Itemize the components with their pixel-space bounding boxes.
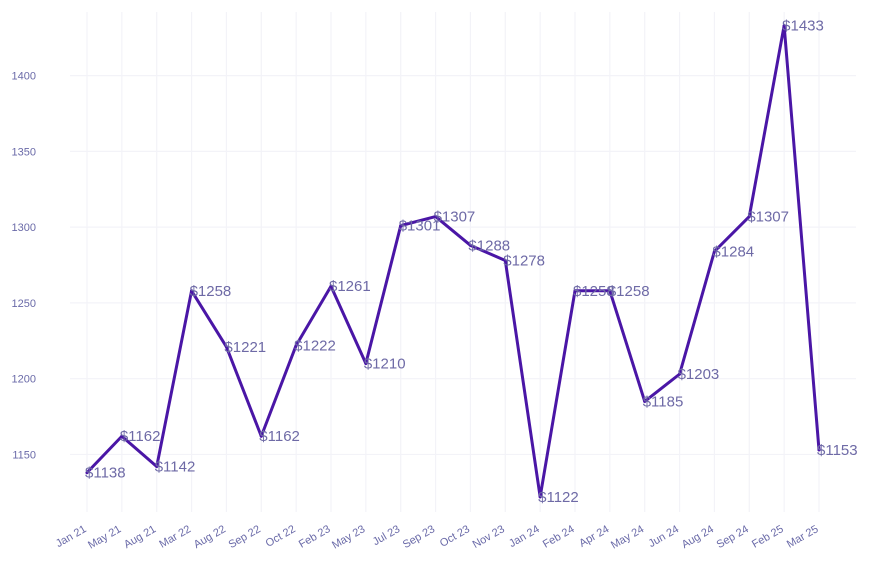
data-point — [573, 289, 577, 293]
data-point — [817, 448, 821, 452]
x-tick-label: Sep 22 — [227, 523, 263, 551]
data-label: $1162 — [120, 428, 161, 445]
data-label: $1288 — [468, 237, 510, 254]
y-axis-ticks: 1150 1200 1250 1300 1350 1400 — [12, 71, 36, 462]
data-label: $1307 — [747, 209, 789, 226]
data-label: $1221 — [224, 339, 266, 356]
data-point — [434, 215, 438, 219]
data-point — [782, 24, 786, 28]
x-tick-label: May 24 — [609, 523, 646, 551]
data-point — [643, 399, 647, 403]
series-line — [85, 24, 821, 499]
x-tick-label: May 23 — [330, 523, 367, 551]
data-point — [259, 434, 263, 438]
data-label: $1210 — [364, 356, 406, 373]
x-tick-label: Oct 22 — [264, 523, 298, 550]
data-label: $1433 — [782, 18, 824, 35]
y-tick-label: 1200 — [12, 374, 36, 386]
x-tick-label: Jul 23 — [371, 523, 402, 548]
data-point — [747, 215, 751, 219]
x-tick-label: Oct 23 — [438, 523, 472, 550]
data-label: $1162 — [259, 428, 300, 445]
data-point — [503, 258, 507, 262]
x-tick-label: Feb 25 — [750, 523, 786, 551]
y-tick-label: 1400 — [12, 71, 36, 83]
y-tick-label: 1300 — [12, 222, 36, 234]
data-label: $1138 — [85, 465, 126, 482]
y-tick-label: 1150 — [12, 449, 36, 461]
data-point — [538, 495, 542, 499]
data-point — [120, 434, 124, 438]
data-label: $1258 — [573, 283, 615, 300]
data-label: $1261 — [329, 278, 371, 295]
data-point — [364, 362, 368, 366]
x-tick-label: Aug 22 — [192, 523, 228, 551]
data-labels: $1138 $1162 $1142 $1258 $1221 $1162 $1222 $1261… — [85, 18, 858, 506]
data-label: $1153 — [817, 442, 858, 459]
x-tick-label: Sep 24 — [715, 523, 751, 551]
data-label: $1284 — [712, 243, 754, 260]
data-label: $1301 — [399, 218, 441, 235]
x-tick-label: Aug 21 — [122, 523, 158, 551]
y-tick-label: 1250 — [12, 298, 36, 310]
x-tick-label: Aug 24 — [680, 523, 716, 551]
data-point — [294, 343, 298, 347]
data-label: $1122 — [538, 489, 579, 506]
data-label: $1185 — [643, 393, 684, 410]
data-label: $1222 — [294, 337, 336, 354]
x-tick-label: Jan 24 — [507, 523, 542, 550]
y-tick-label: 1350 — [12, 146, 36, 158]
data-label: $1142 — [155, 459, 196, 476]
data-label: $1203 — [678, 366, 720, 383]
x-tick-label: Feb 24 — [541, 523, 577, 551]
data-point — [712, 249, 716, 253]
data-point — [608, 289, 612, 293]
x-tick-label: Jan 21 — [54, 523, 89, 550]
x-tick-label: Apr 24 — [577, 523, 611, 550]
series-layer — [85, 24, 821, 499]
data-point — [329, 284, 333, 288]
x-tick-label: Mar 22 — [157, 523, 193, 551]
x-tick-label: Feb 23 — [297, 523, 333, 551]
grid-layer — [70, 12, 856, 512]
x-tick-label: Jun 24 — [646, 523, 681, 550]
data-label: $1258 — [608, 283, 650, 300]
data-point — [190, 289, 194, 293]
data-point — [468, 243, 472, 247]
data-label: $1307 — [434, 209, 476, 226]
x-tick-label: Sep 23 — [401, 523, 437, 551]
data-point — [85, 471, 89, 475]
data-label: $1258 — [190, 283, 232, 300]
x-tick-label: Mar 25 — [785, 523, 821, 551]
data-point — [678, 372, 682, 376]
data-point — [224, 345, 228, 349]
x-tick-label: May 21 — [86, 523, 123, 551]
x-tick-label: Nov 23 — [471, 523, 507, 551]
data-point — [399, 224, 403, 228]
data-label: $1278 — [503, 252, 545, 269]
data-point — [155, 465, 159, 469]
